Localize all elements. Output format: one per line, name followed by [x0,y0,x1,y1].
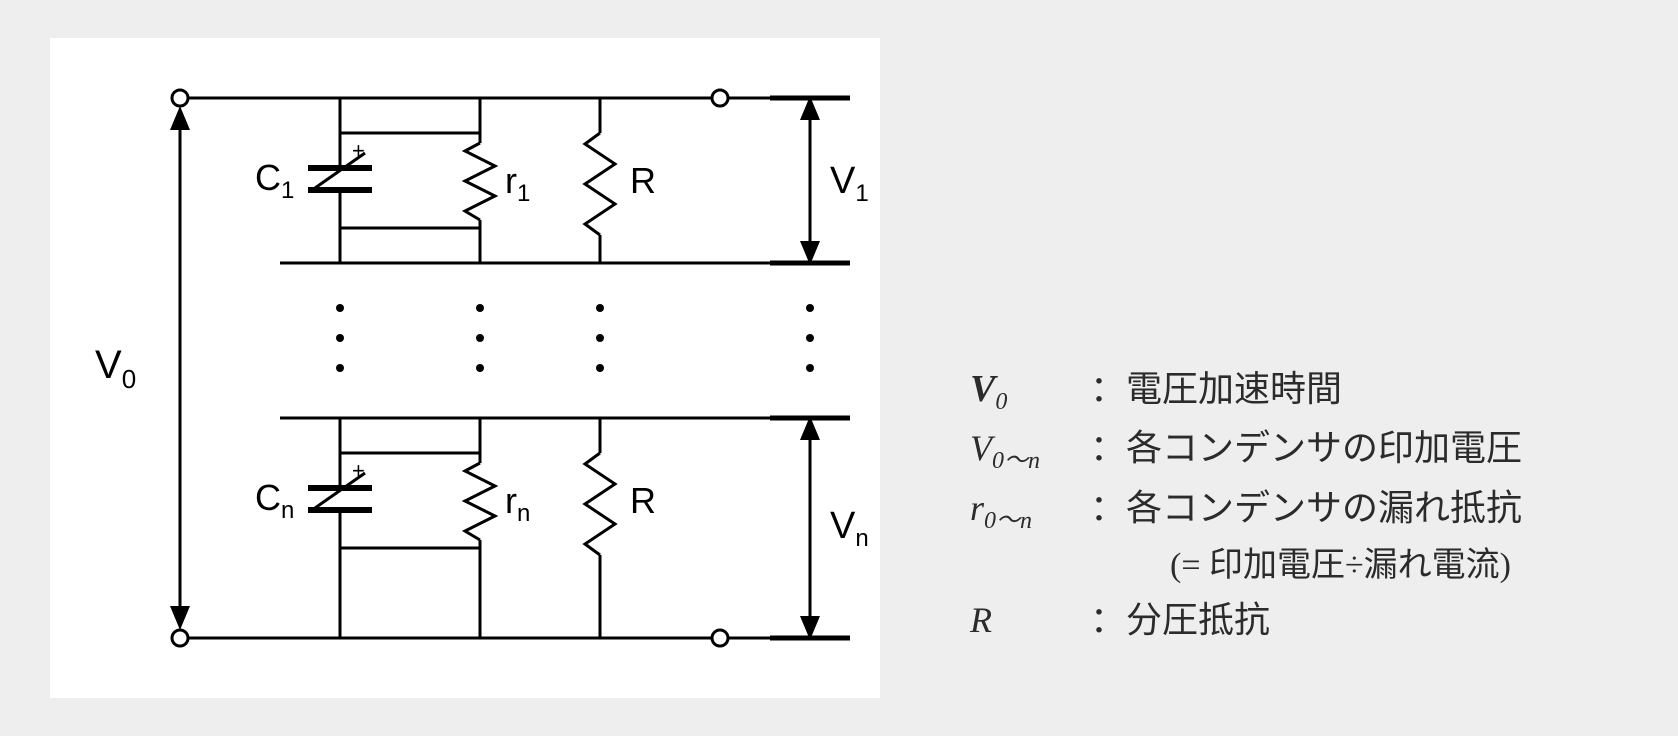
legend: V0 ： 電圧加速時間 V0～n ： 各コンデンサの印加電圧 r0～n ： 各コ… [970,360,1650,649]
label-R-top: R [630,160,656,201]
label-Vn: Vn [830,505,869,552]
label-plus-n: + [352,458,365,483]
label-V1: V1 [830,160,869,207]
circuit-svg: V0 C1 + r1 R V1 Cn + rn R Vn [50,38,880,698]
label-R-bottom: R [630,480,656,521]
label-r1: r1 [505,160,530,207]
page-container: V0 C1 + r1 R V1 Cn + rn R Vn [0,0,1678,736]
circuit-diagram-box: V0 C1 + r1 R V1 Cn + rn R Vn [50,38,880,698]
legend-row-V0: V0 ： 電圧加速時間 [970,360,1650,421]
label-C1: C1 [255,157,294,204]
legend-row-r0n: r0～n ： 各コンデンサの漏れ抵抗 [970,481,1650,540]
label-rn: rn [505,480,530,527]
legend-row-V0n: V0～n ： 各コンデンサの印加電圧 [970,421,1650,480]
label-V0: V0 [95,343,136,394]
label-Cn: Cn [255,477,294,524]
label-plus-1: + [352,138,365,163]
legend-row-R: R ： 分圧抵抗 [970,593,1650,649]
legend-indent: (= 印加電圧÷漏れ電流) [970,540,1650,593]
